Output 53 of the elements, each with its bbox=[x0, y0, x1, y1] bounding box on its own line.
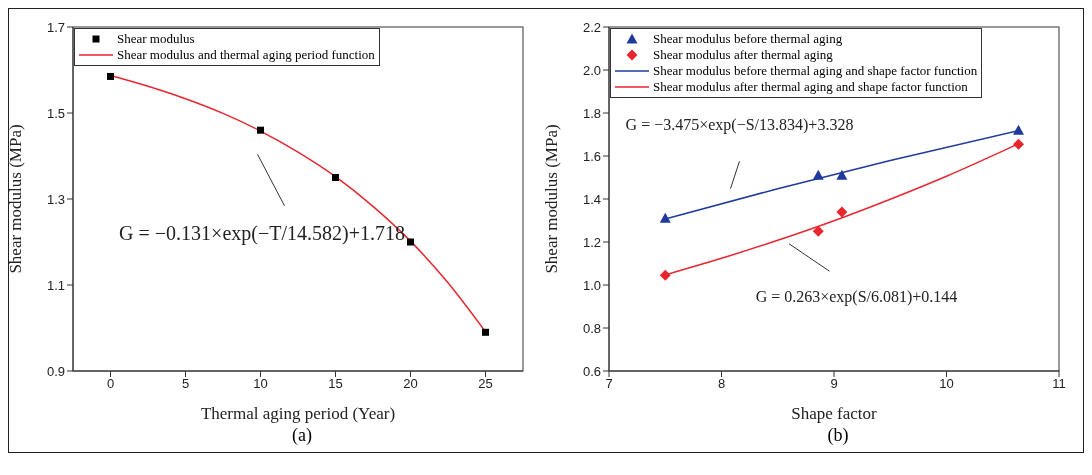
legend-label: Shear modulus after thermal aging and shape factor function bbox=[653, 79, 968, 95]
x-tick-label: 25 bbox=[478, 376, 493, 392]
text: (b) bbox=[826, 425, 850, 446]
x-tick-label: 11 bbox=[1052, 376, 1066, 392]
legend-label: Shear modulus before thermal aging and shape factor function bbox=[653, 63, 978, 79]
x-axis-title: Shape factor bbox=[791, 404, 878, 423]
point bbox=[659, 212, 671, 223]
y-axis-title: Shear modulus (MPa) bbox=[6, 124, 26, 274]
point bbox=[836, 206, 848, 218]
point bbox=[1013, 138, 1024, 150]
point bbox=[1013, 124, 1024, 135]
point bbox=[257, 126, 264, 134]
x-tick-label: 10 bbox=[939, 376, 954, 392]
point bbox=[332, 174, 339, 181]
x-tick-label: 9 bbox=[830, 376, 838, 392]
x-tick-label: 10 bbox=[253, 376, 268, 392]
y-tick-label: 1.6 bbox=[582, 148, 601, 164]
annotation: G = −3.475×exp(−S/13.834)+3.328 bbox=[625, 116, 854, 135]
y-tick-label: 2.2 bbox=[582, 19, 601, 35]
annotation: G = 0.263×exp(S/6.081)+0.144 bbox=[755, 288, 958, 307]
y-axis-title: Shear modulus (MPa) bbox=[542, 124, 562, 274]
y-tick-label: 1.2 bbox=[582, 234, 601, 250]
point bbox=[107, 72, 114, 80]
y-tick-label: 1.4 bbox=[582, 191, 601, 207]
point bbox=[836, 169, 848, 180]
y-tick-label: 0.6 bbox=[582, 363, 601, 379]
x-tick-label: 5 bbox=[181, 376, 190, 392]
point bbox=[407, 238, 414, 246]
y-tick-label: 1.5 bbox=[46, 105, 65, 121]
y-tick-label: 0.8 bbox=[582, 320, 601, 336]
x-axis-title: Thermal aging period (Year) bbox=[200, 404, 396, 423]
x-tick-label: 15 bbox=[328, 376, 343, 392]
y-tick-label: 1.3 bbox=[46, 191, 65, 207]
legend-label: Shear modulus after thermal aging bbox=[653, 47, 833, 63]
y-tick-label: 1.0 bbox=[582, 277, 601, 293]
legend-label: Shear modulus and thermal aging period function bbox=[117, 47, 375, 63]
point bbox=[482, 328, 489, 336]
y-tick-label: 1.1 bbox=[46, 277, 65, 293]
y-tick-label: 1.7 bbox=[46, 19, 65, 35]
legend-label: Shear modulus bbox=[117, 31, 195, 47]
x-tick-label: 8 bbox=[717, 376, 726, 392]
y-tick-label: 2.0 bbox=[582, 62, 601, 78]
y-tick-label: 1.8 bbox=[582, 105, 601, 121]
annotation: G = −0.131×exp(−T/14.582)+1.718 bbox=[119, 222, 405, 246]
point bbox=[659, 269, 671, 281]
x-tick-label: 7 bbox=[605, 376, 613, 392]
point bbox=[812, 169, 824, 180]
y-tick-label: 0.9 bbox=[46, 363, 65, 379]
x-tick-label: 20 bbox=[403, 376, 418, 392]
legend-label: Shear modulus before thermal aging bbox=[653, 31, 843, 47]
text: (a) bbox=[291, 425, 313, 446]
x-tick-label: 0 bbox=[106, 376, 115, 392]
point bbox=[812, 225, 824, 237]
